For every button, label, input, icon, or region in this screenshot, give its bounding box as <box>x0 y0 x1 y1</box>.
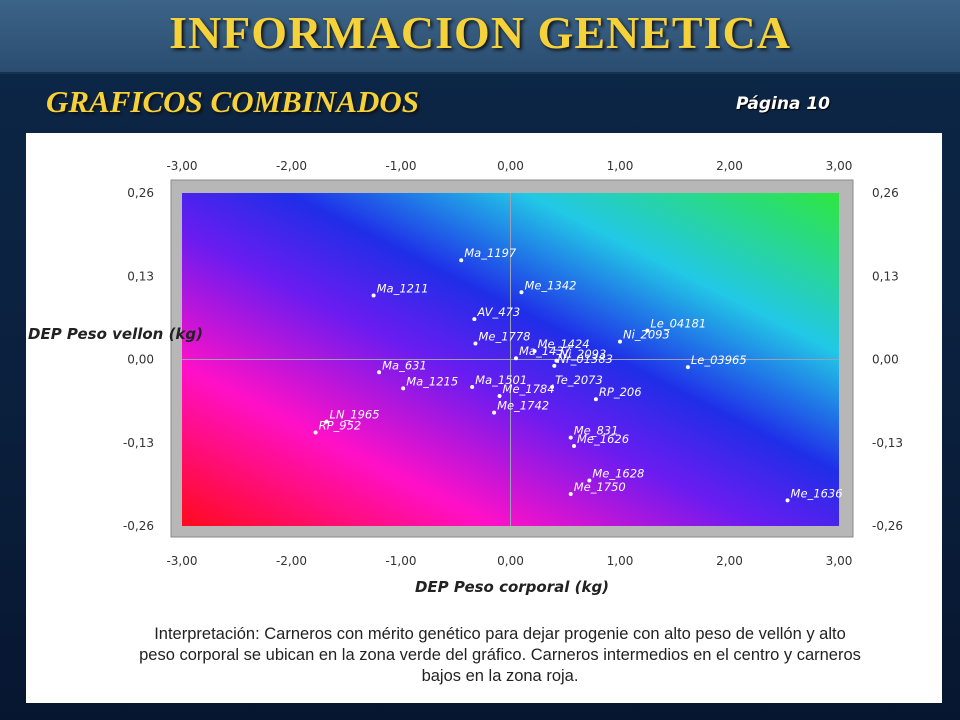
point-label: Ma_1197 <box>464 246 517 260</box>
data-point <box>568 435 573 440</box>
point-label: Ni_2093 <box>559 347 606 361</box>
data-point <box>645 328 650 333</box>
point-label: LN_1965 <box>330 408 380 422</box>
point-label: Ni_2093 <box>623 328 670 342</box>
data-point <box>377 370 382 375</box>
x-tick-label: 2,00 <box>716 554 743 568</box>
point-label: Me_831 <box>574 424 619 438</box>
point-label: Me_1424 <box>538 337 590 351</box>
data-point <box>552 363 557 368</box>
point-label: Ma_1215 <box>406 374 458 388</box>
data-point <box>492 410 497 415</box>
point-label: Ma_631 <box>382 358 427 372</box>
data-point <box>470 385 475 390</box>
data-point <box>554 358 559 363</box>
y-tick-label: 0,13 <box>127 269 154 283</box>
x-tick-label-top: 1,00 <box>607 159 634 173</box>
page-number: Página 10 <box>736 94 830 114</box>
data-point <box>519 290 524 295</box>
point-label: Me_1784 <box>503 382 555 396</box>
chart-panel: -3,00 -3,00 -2,00 -2,00 -1,00 -1,00 0,00 0,00 1,… <box>26 133 942 703</box>
x-tick-label-top: -3,00 <box>166 159 197 173</box>
section-subtitle: GRAFICOS COMBINADOS <box>46 84 419 119</box>
y-tick-label: -0,26 <box>123 519 154 533</box>
point-label: AV_473 <box>476 305 520 319</box>
data-point <box>497 394 502 399</box>
data-point <box>587 478 592 483</box>
data-point <box>572 443 577 448</box>
point-label: RP_206 <box>599 385 642 399</box>
y-tick-label: 0,00 <box>127 353 154 367</box>
y-tick-label-right: -0,26 <box>872 519 903 533</box>
data-point <box>593 397 598 402</box>
data-point <box>371 293 376 298</box>
data-point <box>324 419 329 424</box>
point-label: RP_952 <box>319 419 362 433</box>
x-tick-label: -1,00 <box>385 554 416 568</box>
point-label: Me_1626 <box>577 432 629 446</box>
point-label: Me_1342 <box>524 278 576 292</box>
x-tick-label: -3,00 <box>166 554 197 568</box>
data-point <box>568 491 573 496</box>
x-tick-label-top: 2,00 <box>716 159 743 173</box>
interpretation-line: Interpretación: Carneros con mérito gené… <box>154 625 846 643</box>
data-point <box>785 498 790 503</box>
data-point <box>532 349 537 354</box>
x-tick-label: 0,00 <box>497 554 524 568</box>
data-point <box>401 386 406 391</box>
point-label: Me_1750 <box>574 480 626 494</box>
point-label: Me_1636 <box>791 486 843 500</box>
data-point <box>313 430 318 435</box>
point-label: Ma_1211 <box>377 281 429 295</box>
data-point <box>618 339 622 344</box>
x-tick-label-top: 0,00 <box>497 159 524 173</box>
scatter-chart: -3,00 -3,00 -2,00 -2,00 -1,00 -1,00 0,00 0,00 1,… <box>28 159 903 596</box>
point-label: Ma_1437 <box>519 344 572 358</box>
data-point <box>513 356 518 361</box>
point-label: Ma_1501 <box>475 373 527 387</box>
x-tick-label-top: -1,00 <box>385 159 416 173</box>
data-point <box>473 341 478 346</box>
point-label: Nr_01383 <box>557 352 613 366</box>
data-point <box>685 365 690 370</box>
point-label: Me_1742 <box>497 399 549 413</box>
data-point <box>472 317 477 322</box>
y-tick-label: -0,13 <box>123 436 154 450</box>
point-label: Me_1778 <box>478 329 530 343</box>
interpretation-line: bajos en la zona roja. <box>421 667 579 685</box>
x-axis-label: DEP Peso corporal (kg) <box>415 578 609 596</box>
point-label: Le_04181 <box>650 317 706 331</box>
interpretation-line: peso corporal se ubican en la zona verde… <box>139 646 861 664</box>
x-tick-label-top: 3,00 <box>826 159 853 173</box>
x-tick-label: 1,00 <box>607 554 634 568</box>
y-tick-label-right: 0,13 <box>872 269 899 283</box>
x-tick-label: -2,00 <box>276 554 307 568</box>
y-axis-label: DEP Peso vellon (kg) <box>28 325 203 343</box>
title-bar <box>0 0 960 74</box>
data-point <box>459 258 464 263</box>
y-tick-label-right: -0,13 <box>872 436 903 450</box>
y-tick-label: 0,26 <box>127 186 154 200</box>
point-label: Le_03965 <box>691 353 747 367</box>
y-tick-label-right: 0,26 <box>872 186 899 200</box>
interpretation-text: Interpretación: Carneros con mérito gené… <box>60 624 940 687</box>
y-tick-label-right: 0,00 <box>872 353 899 367</box>
page-title: INFORMACION GENETICA <box>169 7 791 58</box>
point-label: Me_1628 <box>592 467 644 481</box>
x-tick-label-top: -2,00 <box>276 159 307 173</box>
data-point <box>550 385 555 390</box>
point-label: Te_2073 <box>555 373 603 387</box>
x-tick-label: 3,00 <box>826 554 853 568</box>
